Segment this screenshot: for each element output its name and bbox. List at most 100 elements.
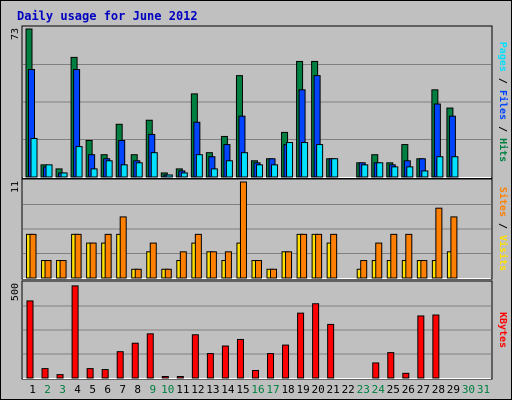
hits-bar-pages-day-24 (376, 162, 384, 178)
x-tick-label-day-3: 3 (59, 383, 66, 396)
visits-bar-sites-day-17 (270, 268, 278, 279)
kbytes-axis-label-part: KBytes (497, 312, 508, 348)
x-tick-label-day-14: 14 (221, 383, 235, 396)
visits-axis-label-part: Sites (497, 187, 509, 217)
x-tick-labels: 1 2 3 4 5 6 7 8 9 10 11 12 13 14 15 16 17 18 19 20 21 22 23 24 2… (29, 383, 490, 396)
kbytes-axis-label: KBytes (497, 312, 508, 348)
visits-bar-sites-day-1 (29, 233, 37, 279)
x-tick-label-day-17: 17 (266, 383, 279, 396)
kbytes-bar-kbytes-day-8 (131, 342, 139, 379)
visits-bar-sites-day-5 (89, 242, 97, 279)
hits-bar-pages-day-23 (361, 164, 369, 178)
kbytes-bar-kbytes-day-6 (101, 369, 109, 379)
visits-bar-sites-day-13 (209, 251, 217, 279)
kbytes-bar-kbytes-day-25 (387, 352, 395, 379)
hits-bar-pages-day-5 (90, 168, 98, 178)
visits-bar-sites-day-27 (420, 260, 428, 279)
hits-axis-label-part: Hits (497, 138, 509, 162)
kbytes-bar-kbytes-day-27 (417, 315, 425, 379)
kbytes-bar-kbytes-day-17 (267, 353, 275, 379)
hits-bar-pages-day-9 (150, 152, 158, 178)
kbytes-panel: 500 KBytes (10, 280, 508, 380)
hits-bar-pages-day-1 (30, 137, 38, 178)
x-tick-label-day-4: 4 (74, 383, 81, 396)
visits-bar-sites-day-7 (119, 216, 127, 279)
visits-bar-sites-day-6 (104, 233, 112, 279)
visits-bar-sites-day-26 (405, 233, 413, 279)
hits-bar-pages-day-27 (421, 170, 429, 178)
kbytes-bar-kbytes-day-4 (71, 285, 79, 379)
visits-bar-sites-day-8 (134, 268, 142, 279)
hits-bar-pages-day-2 (45, 164, 53, 178)
kbytes-ymax-label: 500 (10, 283, 21, 301)
visits-bar-sites-day-9 (149, 242, 157, 279)
kbytes-bar-kbytes-day-20 (312, 303, 320, 379)
hits-bar-pages-day-16 (255, 164, 263, 178)
kbytes-bar-kbytes-day-26 (402, 372, 410, 379)
x-tick-label-day-31: 31 (477, 383, 490, 396)
kbytes-bar-kbytes-day-1 (26, 300, 34, 379)
visits-bar-sites-day-3 (59, 260, 67, 279)
x-tick-label-day-30: 30 (462, 383, 475, 396)
kbytes-bar-kbytes-day-10 (161, 375, 169, 379)
visits-bar-sites-day-23 (360, 260, 368, 279)
x-tick-label-day-24: 24 (372, 383, 386, 396)
hits-bar-pages-day-29 (451, 156, 459, 178)
visits-bar-sites-day-16 (254, 260, 262, 279)
x-tick-label-day-29: 29 (447, 383, 460, 396)
hits-bar-pages-day-19 (301, 142, 309, 178)
visits-series-sites (29, 181, 458, 279)
visits-bar-sites-day-29 (450, 216, 458, 279)
chart-title: Daily usage for June 2012 (17, 9, 198, 23)
visits-bar-sites-day-19 (300, 233, 308, 279)
x-tick-label-day-16: 16 (251, 383, 264, 396)
hits-bar-pages-day-3 (60, 172, 68, 178)
kbytes-bar-kbytes-day-12 (191, 334, 199, 379)
visits-bar-sites-day-24 (375, 242, 383, 279)
hits-bar-pages-day-11 (180, 172, 188, 178)
visits-bar-sites-day-14 (224, 251, 232, 279)
visits-bar-sites-day-20 (315, 233, 323, 279)
kbytes-series-kbytes (26, 285, 440, 379)
x-tick-label-day-7: 7 (119, 383, 126, 396)
visits-bar-sites-day-25 (390, 233, 398, 279)
kbytes-bar-kbytes-day-5 (86, 368, 94, 379)
x-tick-label-day-19: 19 (296, 383, 309, 396)
visits-panel: 11 Sites / Visits (10, 178, 509, 280)
x-tick-label-day-12: 12 (191, 383, 204, 396)
hits-bar-pages-day-8 (135, 162, 143, 178)
hits-bar-pages-day-6 (105, 160, 113, 178)
hits-ymax-label: 73 (10, 28, 21, 40)
x-tick-label-day-8: 8 (134, 383, 141, 396)
kbytes-bar-kbytes-day-15 (236, 338, 244, 379)
x-tick-label-day-5: 5 (89, 383, 96, 396)
visits-bar-sites-day-28 (435, 207, 443, 279)
kbytes-bar-kbytes-day-14 (221, 345, 229, 379)
hits-bar-pages-day-25 (391, 166, 399, 178)
x-tick-label-day-11: 11 (176, 383, 189, 396)
visits-bar-sites-day-10 (164, 268, 172, 279)
hits-bar-pages-day-4 (75, 146, 83, 178)
kbytes-bar-kbytes-day-28 (432, 314, 440, 379)
hits-axis-label-part: Files (497, 90, 509, 120)
visits-axis-label: Sites / Visits (497, 187, 509, 271)
kbytes-bar-kbytes-day-16 (251, 369, 259, 379)
hits-bar-pages-day-28 (436, 156, 444, 178)
x-tick-label-day-25: 25 (387, 383, 400, 396)
visits-bar-sites-day-2 (44, 260, 52, 279)
hits-axis-label: Pages / Files / Hits (497, 42, 509, 162)
kbytes-bar-kbytes-day-3 (56, 374, 64, 379)
kbytes-bar-kbytes-day-13 (206, 353, 214, 379)
x-tick-label-day-15: 15 (236, 383, 249, 396)
hits-axis-label-part: / (497, 120, 508, 138)
kbytes-bar-kbytes-day-24 (372, 362, 380, 379)
x-tick-label-day-22: 22 (342, 383, 355, 396)
hits-panel: 73 Pages / Files / Hits (10, 25, 509, 179)
kbytes-bar-kbytes-day-7 (116, 351, 124, 379)
x-tick-label-day-21: 21 (327, 383, 340, 396)
hits-bar-pages-day-7 (120, 164, 128, 178)
kbytes-bar-kbytes-day-11 (176, 375, 184, 379)
